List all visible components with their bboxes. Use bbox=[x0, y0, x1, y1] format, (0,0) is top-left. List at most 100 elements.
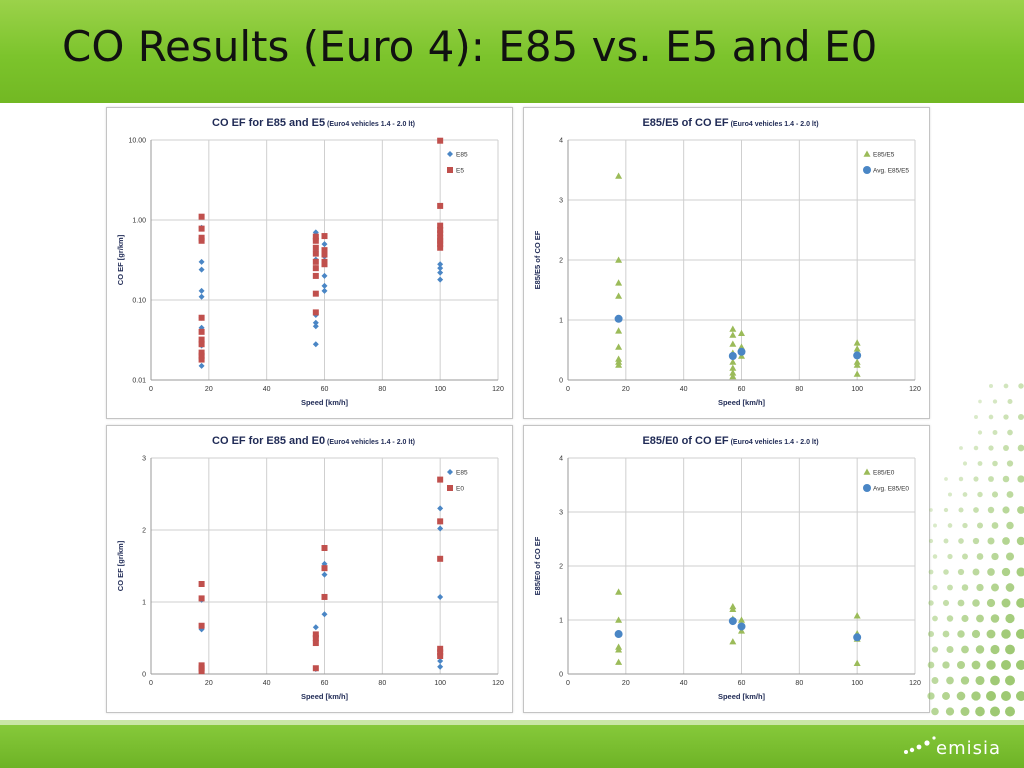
data-point-e0 bbox=[437, 653, 444, 659]
data-point-e85-e5 bbox=[853, 345, 861, 352]
pattern-dot bbox=[992, 460, 998, 467]
data-point-e5 bbox=[437, 237, 444, 244]
x-tick-label: 100 bbox=[851, 386, 863, 393]
data-point-e85 bbox=[312, 323, 319, 330]
x-axis-label: Speed [km/h] bbox=[301, 692, 349, 701]
data-point-e85 bbox=[198, 287, 205, 294]
data-point-e85 bbox=[321, 241, 328, 248]
data-point-e0 bbox=[437, 555, 444, 562]
pattern-dot bbox=[1016, 598, 1024, 608]
data-point-e5 bbox=[437, 234, 444, 241]
legend-label-e85: E85 bbox=[456, 152, 468, 159]
pattern-dot bbox=[990, 675, 1000, 686]
y-tick-label: 2 bbox=[142, 528, 146, 535]
pattern-dot bbox=[961, 614, 969, 623]
legend: E85 E0 bbox=[447, 469, 468, 493]
data-point-e0 bbox=[198, 622, 205, 629]
pattern-dot bbox=[1006, 521, 1014, 530]
pattern-dot bbox=[932, 615, 938, 622]
data-point-e85-e0 bbox=[853, 659, 861, 666]
footer-bar bbox=[0, 725, 1024, 768]
data-point-e5 bbox=[198, 213, 205, 220]
title-bar: CO Results (Euro 4): E85 vs. E5 and E0 bbox=[0, 0, 1024, 103]
legend-marker-e0 bbox=[447, 485, 453, 491]
pattern-dot bbox=[1017, 444, 1024, 452]
chart-e85-e5: CO EF for E85 and E5 (Euro4 vehicles 1.4… bbox=[116, 117, 504, 407]
y-tick-label: 4 bbox=[559, 456, 563, 463]
pattern-dot bbox=[976, 522, 984, 529]
data-point-avg-e85-e5 bbox=[853, 351, 862, 360]
data-point-e85-e0 bbox=[738, 616, 745, 623]
pattern-dot bbox=[946, 615, 954, 622]
data-point-e5 bbox=[321, 261, 328, 268]
data-point-e85-e5 bbox=[853, 339, 861, 346]
data-point-e5 bbox=[321, 247, 328, 254]
data-point-e5 bbox=[312, 265, 319, 272]
data-point-e0 bbox=[437, 518, 444, 525]
pattern-dot bbox=[977, 461, 983, 466]
pattern-dot bbox=[986, 629, 996, 639]
pattern-dot bbox=[928, 538, 934, 544]
pattern-dot bbox=[943, 507, 949, 513]
data-point-e5 bbox=[437, 244, 444, 251]
data-point-e85-e5 bbox=[729, 325, 737, 332]
data-point-e85 bbox=[321, 611, 328, 618]
x-tick-label: 40 bbox=[680, 386, 688, 393]
pattern-dot bbox=[978, 399, 982, 404]
data-point-e85-e5 bbox=[738, 329, 745, 336]
data-point-e85-e5 bbox=[729, 331, 737, 338]
pattern-dot bbox=[928, 569, 934, 575]
legend-marker-e85-e5 bbox=[863, 150, 871, 157]
pattern-dot bbox=[1006, 460, 1014, 467]
pattern-dot bbox=[957, 630, 965, 638]
y-tick-label: 3 bbox=[559, 198, 563, 205]
data-point-e5 bbox=[321, 251, 328, 258]
data-point-e5 bbox=[437, 222, 444, 229]
pattern-dot bbox=[1002, 506, 1010, 514]
emisia-logo: emisia bbox=[902, 734, 1012, 764]
pattern-dot bbox=[927, 661, 935, 669]
pattern-dot bbox=[931, 677, 939, 684]
data-point-avg-e85-e5 bbox=[728, 352, 737, 360]
chart-title: CO EF for E85 and E0 (Euro4 vehicles 1.4… bbox=[212, 435, 415, 447]
data-point-e85 bbox=[437, 663, 444, 670]
pattern-dot bbox=[986, 691, 996, 701]
data-point-e0 bbox=[312, 665, 319, 672]
pattern-dot bbox=[1001, 629, 1011, 639]
data-point-e85-e5 bbox=[729, 372, 737, 380]
x-axis-label: Speed [km/h] bbox=[718, 692, 766, 701]
pattern-dot bbox=[1016, 567, 1024, 577]
pattern-dot bbox=[1017, 506, 1024, 514]
series-avg-e85-e5 bbox=[614, 314, 862, 360]
data-point-e85-e5 bbox=[615, 279, 623, 286]
pattern-dot bbox=[988, 445, 994, 451]
pattern-dot bbox=[959, 446, 963, 450]
data-point-e85-e5 bbox=[615, 172, 623, 179]
pattern-dot bbox=[927, 630, 935, 638]
pattern-dot bbox=[962, 553, 968, 560]
pattern-dot bbox=[991, 491, 999, 498]
data-point-e5 bbox=[312, 290, 319, 297]
pattern-dot bbox=[958, 507, 964, 513]
pattern-dot bbox=[976, 614, 984, 623]
pattern-dot bbox=[942, 692, 950, 700]
data-point-e0 bbox=[321, 565, 328, 572]
pattern-dot bbox=[958, 476, 964, 482]
data-point-e5 bbox=[312, 237, 319, 244]
pattern-dot bbox=[975, 645, 985, 654]
legend-label-e0: E0 bbox=[456, 486, 464, 493]
data-point-e85-e5 bbox=[853, 361, 861, 368]
data-point-avg-e85-e0 bbox=[853, 633, 862, 642]
pattern-dot bbox=[962, 492, 968, 497]
data-point-e85-e5 bbox=[615, 361, 623, 368]
legend-marker-avg-e85-e0 bbox=[863, 484, 871, 492]
pattern-dot bbox=[992, 399, 998, 404]
pattern-dot bbox=[957, 599, 965, 607]
x-tick-label: 100 bbox=[434, 386, 446, 393]
pattern-dot bbox=[957, 568, 965, 576]
data-point-e0 bbox=[312, 640, 319, 647]
data-point-e85-e0 bbox=[615, 588, 623, 595]
data-point-e0 bbox=[312, 631, 319, 638]
pattern-dot bbox=[988, 476, 994, 482]
legend: E85/E0 Avg. E85/E0 bbox=[863, 468, 909, 493]
